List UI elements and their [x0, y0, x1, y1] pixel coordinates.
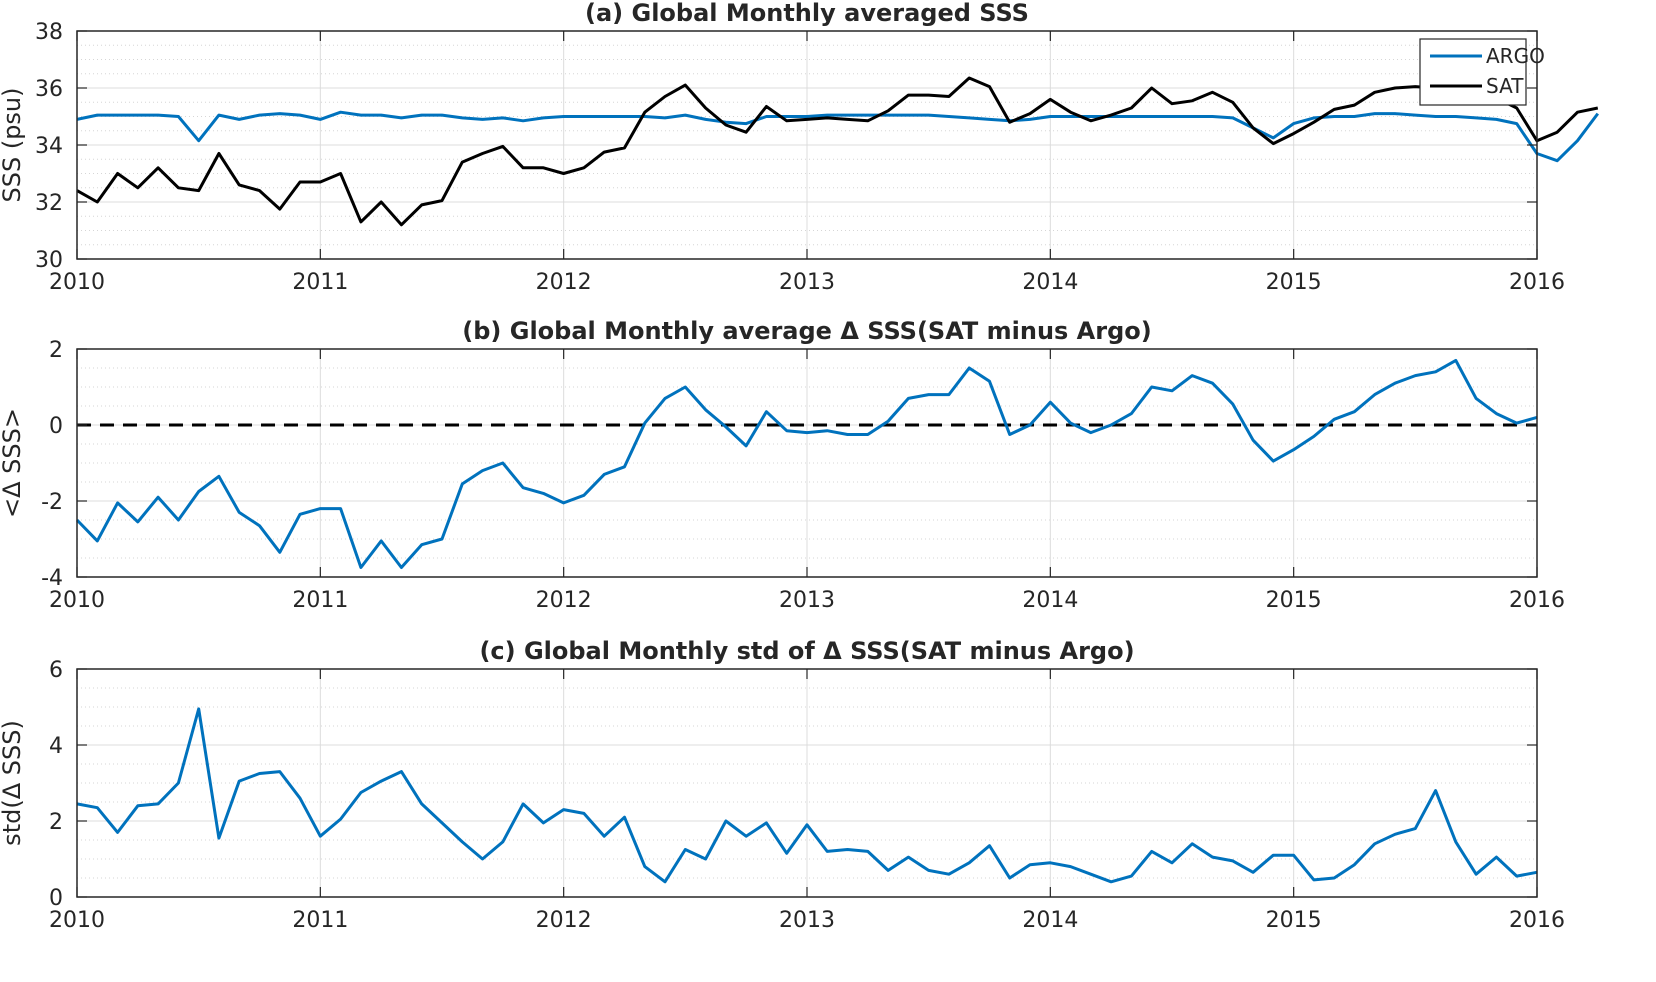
series-line-argo	[76, 110, 1600, 163]
x-tick-label: 2013	[779, 908, 835, 933]
x-tick-label: 2015	[1266, 908, 1322, 933]
y-tick-label: 4	[49, 734, 63, 759]
x-tick-label: 2015	[1266, 270, 1322, 295]
panel-a: 2010 2011 2012 2013 2014 2015 2016 30 32 34 36 38 (a…	[0, 0, 1600, 295]
legend: ARGO SAT	[1419, 38, 1545, 106]
x-tick-label: 2016	[1509, 908, 1565, 933]
x-tick-label: 2011	[292, 270, 348, 295]
x-tick-label: 2012	[536, 908, 592, 933]
x-tick-label: 2012	[536, 270, 592, 295]
x-tick-label: 2010	[49, 908, 105, 933]
legend-box	[1419, 38, 1527, 106]
chart-title: (a) Global Monthly averaged SSS	[585, 0, 1029, 27]
y-axis-label: <Δ SSS>	[0, 408, 26, 518]
y-tick-label: 32	[35, 191, 63, 216]
x-tick-label: 2010	[49, 588, 105, 613]
y-tick-label: 30	[35, 248, 63, 273]
series-line-sat	[76, 76, 1599, 227]
x-tick-label: 2016	[1509, 588, 1565, 613]
x-tick-label: 2011	[292, 588, 348, 613]
y-tick-label: 38	[35, 20, 63, 45]
x-tick-label: 2014	[1022, 908, 1078, 933]
y-tick-label: 34	[35, 134, 63, 159]
x-tick-label: 2013	[779, 270, 835, 295]
y-tick-label: 2	[49, 338, 63, 363]
series-line-0	[75, 358, 1538, 569]
x-tick-label: 2012	[536, 588, 592, 613]
y-tick-label: 6	[49, 658, 63, 683]
x-tick-label: 2010	[49, 270, 105, 295]
y-axis-label: SSS (psu)	[0, 87, 26, 202]
y-tick-label: 36	[35, 77, 63, 102]
x-tick-label: 2015	[1266, 588, 1322, 613]
y-axis-label: std(Δ SSS)	[0, 720, 26, 846]
y-tick-label: 0	[49, 886, 63, 911]
series-line-0	[76, 707, 1538, 884]
x-tick-label: 2016	[1509, 270, 1565, 295]
panel-c: 2010 2011 2012 2013 2014 2015 2016 0 2 4 6 (c) Glob…	[0, 637, 1565, 933]
x-tick-label: 2013	[779, 588, 835, 613]
y-tick-label: -2	[41, 490, 63, 515]
chart-title: (b) Global Monthly average Δ SSS(SAT min…	[462, 317, 1151, 345]
chart-title: (c) Global Monthly std of Δ SSS(SAT minu…	[479, 637, 1134, 665]
legend-label: ARGO	[1486, 44, 1545, 68]
y-tick-label: 0	[49, 414, 63, 439]
x-tick-label: 2014	[1022, 270, 1078, 295]
panel-b: 2010 2011 2012 2013 2014 2015 2016 -4 -2 0 2 (b) Gl…	[0, 317, 1565, 613]
legend-label: SAT	[1486, 74, 1524, 98]
y-tick-label: 2	[49, 810, 63, 835]
x-tick-label: 2014	[1022, 588, 1078, 613]
y-tick-label: -4	[41, 566, 63, 591]
x-tick-label: 2011	[292, 908, 348, 933]
